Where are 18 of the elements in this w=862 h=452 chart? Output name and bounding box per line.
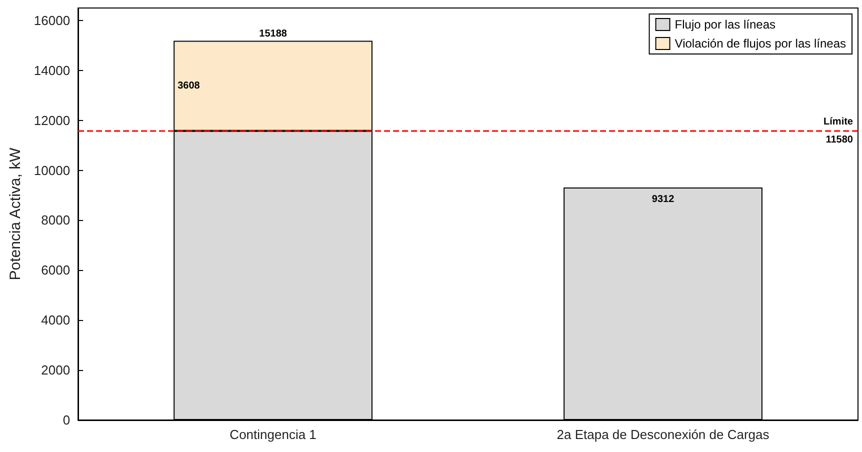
x-tick-label: 2a Etapa de Desconexión de Cargas [556,427,770,442]
y-tick-label: 12000 [34,112,70,128]
y-tick-label: 8000 [41,212,70,228]
legend-label: Violación de flujos por las líneas [674,36,846,50]
total-label: 15188 [259,28,288,40]
y-tick-label: 6000 [41,262,70,278]
y-tick-label: 2000 [41,362,70,378]
legend-label: Flujo por las líneas [674,18,776,32]
y-axis-title: Potencia Activa, kW [7,146,24,280]
y-tick-label: 0 [62,412,70,428]
y-tick-label: 16000 [34,12,70,28]
y-tick-label: 14000 [34,62,70,78]
x-tick-label: Contingencia 1 [230,427,316,442]
data-label: 9312 [652,194,675,205]
y-tick-label: 10000 [34,162,70,178]
y-tick-label: 4000 [41,312,70,328]
data-label: 3608 [178,80,200,92]
ref-line-label: Límite 11580 [824,116,854,146]
